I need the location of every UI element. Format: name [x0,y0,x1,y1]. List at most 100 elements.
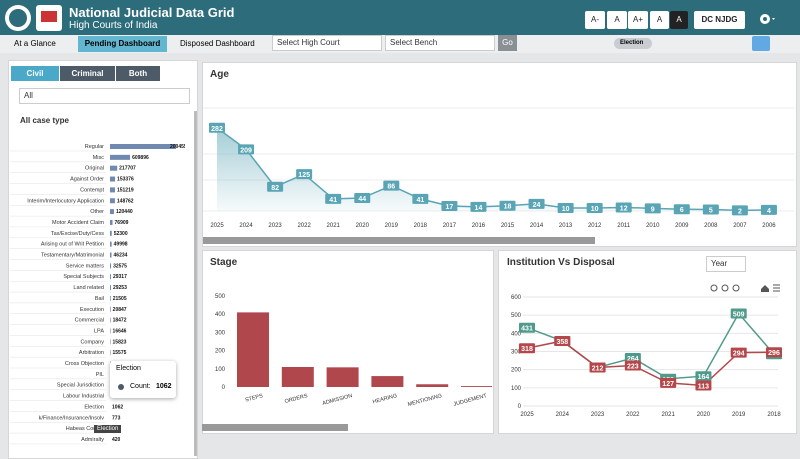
value-label: 1062 [112,404,123,410]
bar [327,367,359,387]
value-label: 2004559 [170,144,185,150]
nav-tab[interactable]: Disposed Dashboard [180,39,255,48]
font-button[interactable]: A [607,11,627,29]
data-label: 223 [627,363,639,370]
data-label: 86 [387,184,395,191]
x-tick-label: JUDGEMENT [453,393,488,408]
go-button[interactable]: Go [498,35,517,51]
category-label: Motor Accident Claim [52,220,104,226]
high-court-select[interactable]: Select High Court [272,35,382,51]
header: National Judicial Data Grid High Courts … [0,0,800,35]
data-label: 358 [556,339,568,346]
move-button[interactable] [752,36,770,51]
bar [416,384,448,387]
value-label: 420 [112,437,121,443]
filter-tag[interactable]: Election [614,38,652,49]
data-label: 14 [475,205,483,212]
data-label: 12 [620,205,628,212]
data-label: 296 [768,350,780,357]
nav-tab-active[interactable]: Pending Dashboard [78,36,167,52]
x-tick-label: 2013 [559,223,573,229]
data-label: 318 [521,346,533,353]
y-tick-label: 600 [511,295,522,301]
category-label: Cross Objection [65,361,104,367]
category-label: Labour Industrial [63,394,104,400]
category-label: Interim/Interlocutory Application [27,198,104,204]
nav-bar: At a Glance Pending Dashboard Disposed D… [0,35,800,53]
category-label: Election [84,404,104,410]
data-label: 82 [271,185,279,192]
category-label: Admiralty [81,437,104,443]
scrollbar[interactable] [202,424,348,431]
x-tick-label: ADMISSION [322,393,353,407]
x-tick-label: 2011 [617,223,631,229]
value-label: 120440 [116,209,133,215]
value-label: 76909 [115,220,129,226]
x-tick-label: 2020 [356,223,370,229]
tooltip: Election Count: 1062 [110,361,176,398]
font-button[interactable]: A- [585,11,605,29]
x-tick-label: 2020 [697,412,711,418]
case-tab[interactable]: Criminal [60,66,115,81]
contrast-button[interactable]: A [650,11,669,29]
bar [282,367,314,387]
x-tick-label: HEARING [372,393,398,405]
y-tick-label: 400 [215,312,226,318]
y-tick-label: 0 [222,385,226,391]
chart-title: All case type [20,116,69,125]
bar [110,198,115,203]
y-tick-label: 300 [215,330,226,336]
x-tick-label: 2008 [704,223,718,229]
tooltip-value: 1062 [156,383,172,390]
case-tab[interactable]: Both [116,66,160,81]
bar [461,386,492,387]
x-tick-label: 2012 [588,223,602,229]
category-label: Special Jurisdiction [57,383,104,389]
font-button[interactable]: A+ [628,11,648,29]
bar [237,312,269,387]
hover-label: Election [94,425,121,433]
category-label: Bail [95,296,104,302]
x-tick-label: 2024 [556,412,570,418]
data-label: 9 [651,206,655,213]
bar [110,285,111,290]
scrollbar[interactable] [194,111,197,456]
x-tick-label: 2015 [501,223,515,229]
bar [110,177,115,182]
value-label: 20847 [113,307,127,313]
data-label: 41 [416,197,424,204]
value-label: 15823 [113,339,127,345]
x-tick-label: 2016 [472,223,486,229]
case-tab-active[interactable]: Civil [11,66,59,81]
scrollbar[interactable] [203,237,595,244]
contrast-button[interactable]: A [670,11,688,29]
y-tick-label: 500 [215,294,226,300]
x-tick-label: STEPS [245,393,264,404]
data-label: 10 [591,206,599,213]
x-tick-label: 2023 [591,412,605,418]
category-label: Original [85,166,104,172]
bar [110,307,111,312]
value-label: 32575 [113,263,127,269]
institution-chart: 0100200300400500600431358212264150164509… [499,250,795,432]
nav-tab[interactable]: At a Glance [14,39,56,48]
bench-select[interactable]: Select Bench [385,35,495,51]
x-tick-label: 2022 [626,412,640,418]
settings-icon[interactable] [758,11,778,27]
x-tick-label: 2019 [385,223,399,229]
case-select[interactable]: All [19,88,190,104]
category-label: Service matters [66,263,104,269]
x-tick-label: MENTIONING [407,393,442,408]
series-line [527,314,774,379]
x-tick-label: 2023 [268,223,282,229]
x-tick-label: ORDERS [284,393,309,405]
toolbar [711,285,780,292]
data-label: 164 [698,374,710,381]
x-tick-label: 2021 [661,412,675,418]
login-button[interactable]: DC NJDG [694,11,745,29]
bar [110,231,112,236]
category-label: Arbitration [79,350,104,356]
y-tick-label: 0 [518,404,522,410]
bar [110,263,111,268]
